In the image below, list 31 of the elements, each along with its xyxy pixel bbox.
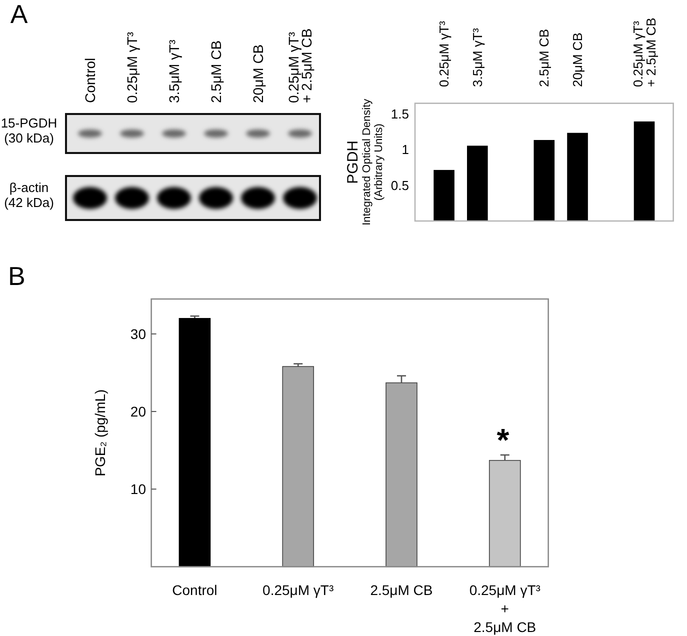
x-tick-label: 3.5μM γT³ bbox=[470, 28, 485, 87]
y-tick-label: 10 bbox=[130, 481, 146, 498]
bar bbox=[282, 366, 314, 568]
bar bbox=[567, 132, 588, 222]
x-tick-label: 0.25μM γT³ + 2.5μM CB bbox=[630, 18, 658, 87]
category-label: 15-PGDH (30 kDa) bbox=[0, 116, 58, 146]
y-tick-label: 20 bbox=[130, 403, 146, 420]
y-tick-label: 1.5 bbox=[390, 106, 409, 122]
x-tick-label: 2.5μM CB bbox=[536, 28, 552, 87]
x-tick-label: 0.25μM γT³ bbox=[262, 582, 334, 598]
annotation: * bbox=[496, 422, 510, 458]
y-axis-title: PGE₂ (pg/mL) bbox=[92, 389, 108, 476]
chart-title: B bbox=[8, 261, 26, 291]
bar bbox=[434, 170, 454, 222]
x-tick-label: Control bbox=[172, 582, 218, 598]
x-tick-label: 20μM CB bbox=[570, 32, 586, 87]
bar bbox=[178, 318, 211, 568]
y-tick-label: 0.5 bbox=[390, 178, 409, 193]
x-tick-label: 0.25μM γT³ + 2.5μM CB bbox=[469, 582, 541, 635]
x-tick-label: 0.25μM γT³ bbox=[436, 20, 452, 87]
y-axis-title: PGDH Integrated Optical Density (Arbitrary Units) bbox=[344, 98, 385, 226]
category-label: β-actin (42 kDa) bbox=[4, 180, 54, 210]
bar bbox=[634, 121, 655, 222]
y-tick-label: 1 bbox=[402, 142, 409, 158]
bar bbox=[386, 382, 418, 568]
y-tick-label: 30 bbox=[130, 326, 146, 342]
x-tick-label: 2.5μM CB bbox=[370, 582, 433, 598]
bar bbox=[488, 460, 521, 568]
bar bbox=[467, 146, 488, 222]
bar bbox=[534, 140, 555, 222]
text: A bbox=[10, 0, 28, 29]
